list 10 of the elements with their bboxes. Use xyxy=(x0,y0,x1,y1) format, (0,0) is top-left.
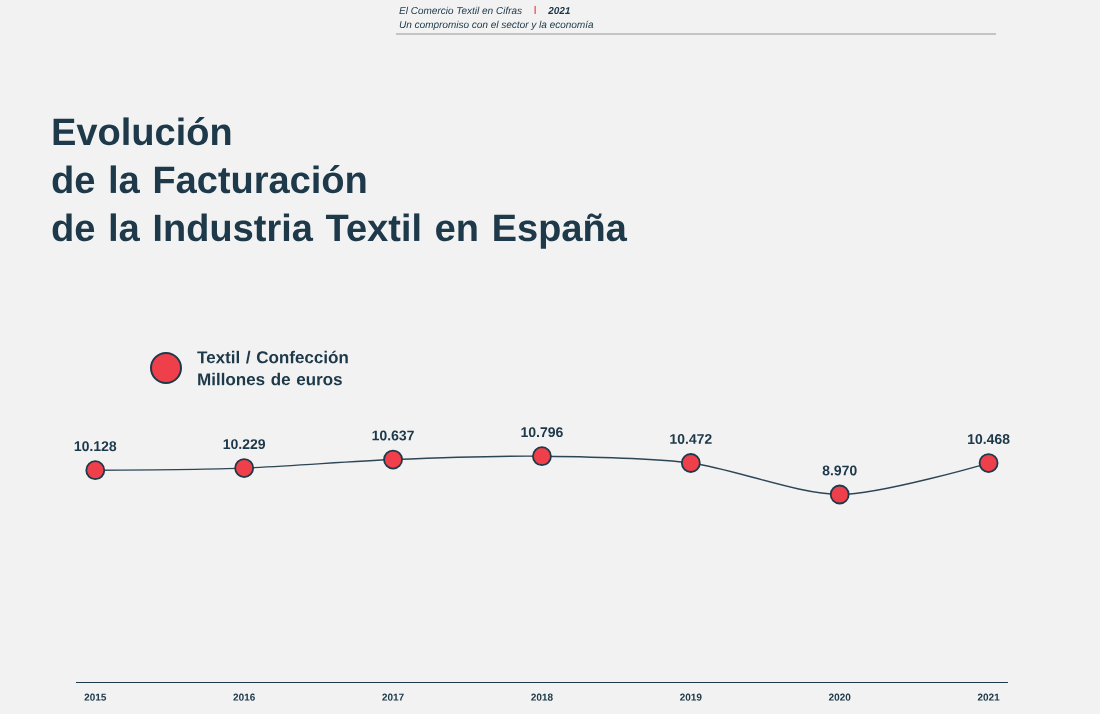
point xyxy=(85,460,106,481)
point xyxy=(680,453,701,473)
point xyxy=(829,484,850,505)
chart-title: Evolución de la Facturación de la Industria Textil en España xyxy=(52,117,628,249)
point xyxy=(532,446,552,467)
legend-label: Textil / Confección xyxy=(197,350,348,364)
point xyxy=(234,458,255,478)
y-axis-title: Millones de euros xyxy=(198,372,342,386)
point xyxy=(383,449,403,470)
point xyxy=(978,453,999,473)
